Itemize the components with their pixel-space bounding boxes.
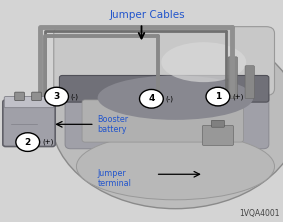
Circle shape [45, 87, 68, 106]
Text: (+): (+) [42, 139, 53, 145]
FancyBboxPatch shape [245, 66, 254, 99]
FancyBboxPatch shape [59, 75, 269, 102]
FancyBboxPatch shape [211, 120, 224, 127]
Text: Jumper
terminal: Jumper terminal [98, 169, 132, 188]
FancyBboxPatch shape [32, 92, 41, 101]
Text: Booster
battery: Booster battery [98, 115, 129, 134]
Text: 1VQA4001: 1VQA4001 [240, 208, 280, 218]
FancyBboxPatch shape [82, 100, 243, 142]
Ellipse shape [76, 133, 275, 200]
Text: 1: 1 [215, 92, 221, 101]
Text: (+): (+) [232, 93, 243, 100]
Circle shape [206, 87, 230, 106]
FancyBboxPatch shape [54, 27, 275, 95]
Circle shape [16, 133, 40, 151]
FancyBboxPatch shape [3, 100, 55, 147]
FancyBboxPatch shape [4, 97, 54, 108]
FancyBboxPatch shape [15, 92, 24, 101]
FancyBboxPatch shape [65, 91, 269, 149]
Ellipse shape [161, 42, 246, 82]
Text: 2: 2 [25, 138, 31, 147]
Text: Jumper Cables: Jumper Cables [109, 10, 185, 20]
Text: (-): (-) [166, 95, 173, 102]
Text: 4: 4 [148, 94, 155, 103]
FancyBboxPatch shape [202, 125, 233, 145]
Text: (-): (-) [71, 93, 79, 100]
Text: 3: 3 [53, 92, 60, 101]
Ellipse shape [51, 27, 283, 209]
FancyBboxPatch shape [228, 57, 237, 99]
Ellipse shape [98, 75, 253, 120]
Circle shape [140, 89, 163, 108]
